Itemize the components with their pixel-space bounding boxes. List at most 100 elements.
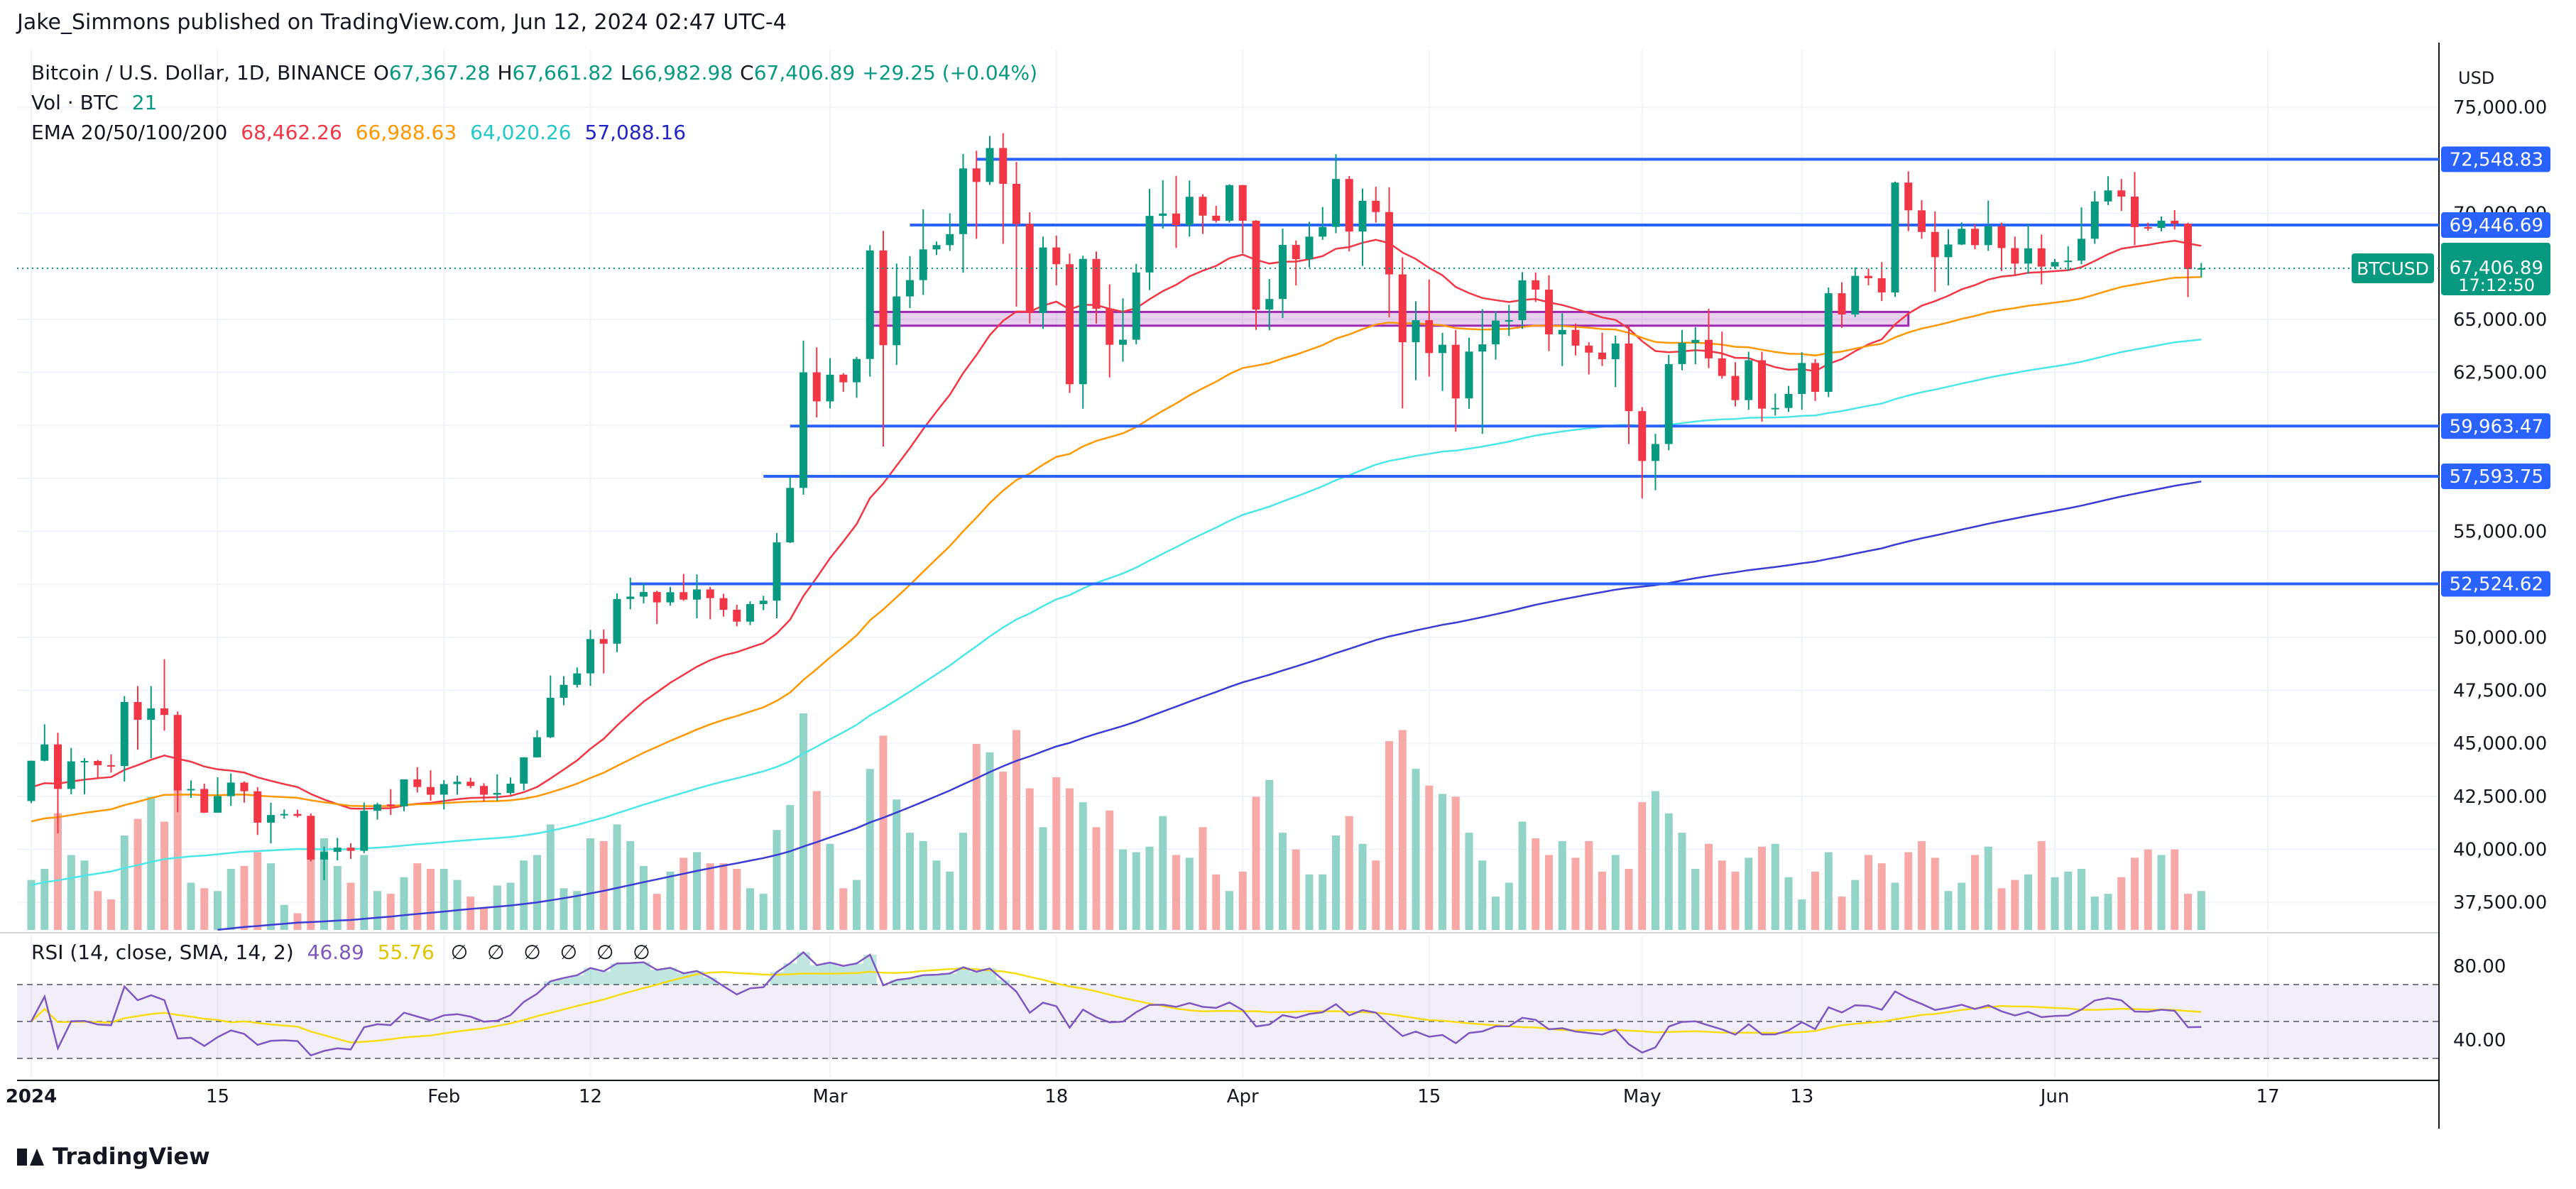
rsi-label[interactable]: RSI (14, close, SMA, 14, 2) [31,941,294,964]
volume-bar [427,868,435,930]
volume-bar [666,871,675,930]
volume-bar [1332,835,1340,930]
candle-body [719,598,728,610]
low-label: L [621,61,632,84]
candle-body [187,789,195,791]
candle-body [1358,200,1367,232]
candle-body [999,148,1008,185]
candle-body [1238,185,1247,221]
ema-label[interactable]: EMA 20/50/100/200 [31,121,228,144]
candle-body [1958,229,1966,245]
candle-body [1226,185,1233,221]
volume-bar [520,860,528,930]
candle-body [1718,358,1726,376]
volume-bar [1518,821,1527,930]
candle-body [746,603,754,622]
volume-bar [1252,796,1260,930]
candle-body [107,765,115,767]
volume-bar [1492,897,1500,930]
volume-bar [906,833,914,930]
ema-legend[interactable]: EMA 20/50/100/200 68,462.26 66,988.63 64… [31,121,693,144]
volume-legend[interactable]: Vol · BTC 21 [31,91,164,114]
volume-bar [1705,843,1713,930]
level-badge-label: 52,524.62 [2450,574,2543,595]
rsi-overbought-fill [637,962,650,985]
rsi-overbought-fill [836,965,851,985]
empty-value-2: ∅ [487,941,505,964]
volume-bar [2117,877,2126,930]
price-tick-label: 62,500.00 [2453,363,2547,384]
volume-bar [2144,849,2152,930]
time-tick-label: Jun [2039,1086,2070,1107]
volume-label[interactable]: Vol · BTC [31,91,119,114]
symbol-badge-bg [2352,253,2434,283]
candle-body [2184,224,2192,270]
candle-body [1891,182,1899,292]
price-tick-label: 42,500.00 [2453,787,2547,808]
candle-body [2144,226,2152,229]
volume-bar [1292,849,1300,930]
ema100-value: 64,020.26 [470,121,572,144]
candle-body [1652,444,1659,461]
candle-body [640,591,648,597]
volume-bar [693,852,701,930]
time-tick-label: Mar [812,1086,847,1107]
candle-body [1798,363,1806,394]
candle-body [67,761,75,789]
rsi-overbought-fill [623,963,638,985]
candle-body [959,168,967,234]
candle-body [879,250,888,346]
volume-bar [40,868,49,930]
volume-bar [812,791,821,930]
volume-bar [1611,855,1620,930]
volume-bar [959,833,967,930]
candle-body [520,757,528,784]
rsi-overbought-fill [809,965,824,985]
price-tick-label: 75,000.00 [2453,97,2547,119]
empty-value-5: ∅ [596,941,614,964]
level-badge-label: 69,446.69 [2450,215,2543,236]
candle-body [932,245,941,250]
candle-body [1532,280,1540,290]
volume-bar [413,863,422,930]
candle-body [586,639,594,674]
volume-bar [1478,860,1487,930]
symbol-title[interactable]: Bitcoin / U.S. Dollar, 1D, BINANCE [31,61,366,84]
candle-body [1571,329,1580,346]
volume-bar [1585,840,1593,930]
candle-body [373,804,381,811]
candle-body [1159,213,1167,217]
time-tick-label: 15 [1417,1086,1441,1107]
candle-body [1691,339,1700,344]
time-tick-label: Feb [427,1086,460,1107]
currency-label: USD [2458,68,2494,88]
rsi-legend[interactable]: RSI (14, close, SMA, 14, 2) 46.89 55.76 … [31,941,650,964]
empty-value-1: ∅ [450,941,469,964]
volume-bar [480,907,488,930]
level-badge-label: 59,963.47 [2450,416,2543,437]
volume-bar [1025,788,1034,930]
candle-body [773,542,781,601]
attribution: Jake_Simmons published on TradingView.co… [17,10,787,35]
candle-body [1678,343,1686,364]
volume-bar [54,813,62,930]
volume-bar [1625,868,1633,930]
volume-bar [879,735,888,930]
volume-bar [2157,855,2166,930]
candle-body [786,488,795,543]
volume-bar [1185,857,1194,930]
tradingview-logo[interactable]: TradingView [17,1143,210,1170]
candle-body [759,601,768,604]
volume-bar [746,888,754,930]
candle-body [307,816,315,860]
rsi-overbought-fill [797,952,810,985]
volume-bar [560,888,568,930]
symbol-legend[interactable]: Bitcoin / U.S. Dollar, 1D, BINANCE O67,36… [31,61,1044,84]
volume-bar [759,894,768,930]
time-tick-label: 12 [579,1086,602,1107]
candle-body [493,793,501,795]
candle-body [1106,308,1114,345]
high-label: H [497,61,513,84]
candle-body [240,782,249,791]
